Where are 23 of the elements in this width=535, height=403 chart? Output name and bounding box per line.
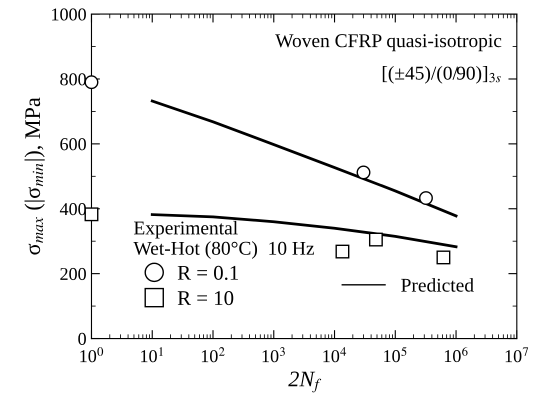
line-series <box>150 100 458 218</box>
y-tick-label: 0 <box>78 332 86 345</box>
legend-title: Experimental Wet-Hot (80°C) 10 Hz <box>133 220 314 259</box>
y-tick-label: 200 <box>60 268 86 280</box>
x-tick-label: 10$^{6}$ <box>444 346 468 362</box>
legend-label: Predicted <box>401 278 474 292</box>
y-axis-title: σ$_{max}$ (|σ$_{min}$|), MPa <box>24 98 45 255</box>
y-tick-label: 1000 <box>52 8 86 21</box>
legend-label: R = 10 <box>178 291 234 306</box>
y-tick-label: 800 <box>60 73 86 86</box>
y-tick-label: 400 <box>60 203 86 216</box>
x-tick-label: 10$^{0}$ <box>80 347 104 362</box>
y-tick-label: 600 <box>60 138 86 150</box>
x-tick-label: 10$^{7}$ <box>506 347 528 362</box>
x-tick-label: 10$^{3}$ <box>262 347 285 362</box>
annotation: Woven CFRP quasi-isotropic <box>275 34 502 52</box>
x-tick-label: 10$^{4}$ <box>323 347 346 362</box>
x-tick-label: 10$^{5}$ <box>384 346 406 362</box>
x-tick-label: 10$^{1}$ <box>141 347 163 362</box>
legend-label: R = 0.1 <box>178 266 238 280</box>
x-axis-title: 2N$_{f}$ <box>288 372 322 392</box>
annotation: [(±45)/(0/90)]$_{3s}$ <box>382 66 501 84</box>
x-tick-label: 10$^{2}$ <box>202 347 225 362</box>
